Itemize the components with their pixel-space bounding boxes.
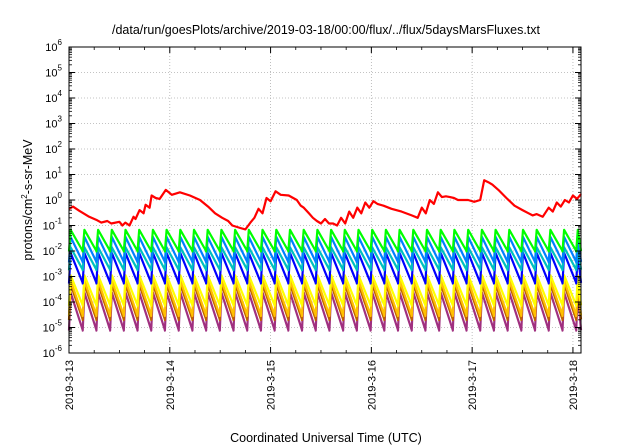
y-tick-label: 100 (45, 191, 62, 207)
y-tick-label: 102 (45, 140, 62, 156)
x-tick-label: 2019-3-18 (568, 360, 580, 410)
series-line (67, 228, 583, 253)
x-tick-label: 2019-3-16 (366, 360, 378, 410)
y-axis-label-post: -s-sr-MeV (21, 139, 35, 195)
series-layer (67, 179, 583, 332)
y-tick-label: 10-6 (43, 344, 63, 360)
x-tick-label: 2019-3-17 (467, 360, 479, 410)
y-tick-label: 101 (45, 166, 62, 182)
y-tick-label: 10-3 (43, 268, 63, 284)
x-tick-labels: 2019-3-13 2019-3-14 2019-3-15 2019-3-16 2019… (64, 360, 580, 410)
y-axis-label-sup: 2 (20, 194, 29, 199)
chart-title: /data/run/goesPlots/archive/2019-03-18/0… (112, 23, 541, 37)
x-tick-label: 2019-3-14 (165, 360, 177, 410)
axes (68, 46, 582, 354)
y-axis-label: protons/cm2-s-sr-MeV (20, 139, 35, 261)
x-tick-label: 2019-3-13 (64, 360, 76, 410)
y-tick-label: 10-5 (43, 319, 63, 335)
y-axis-label-pre: protons/cm (21, 199, 35, 261)
series-line (67, 274, 583, 307)
x-axis-label: Coordinated Universal Time (UTC) (230, 431, 422, 445)
y-tick-label: 10-4 (43, 293, 63, 309)
y-tick-label: 106 (45, 38, 62, 54)
x-tick-label: 2019-3-15 (266, 360, 278, 410)
y-tick-label: 10-1 (43, 217, 63, 233)
y-tick-label: 104 (45, 89, 62, 105)
y-tick-labels: 10-6 10-5 10-4 10-3 10-2 10-1 100 101 102 103 104 1… (43, 38, 63, 360)
series-line-red (68, 179, 582, 231)
y-tick-label: 103 (45, 115, 62, 131)
y-tick-label: 10-2 (43, 242, 63, 258)
y-tick-label: 105 (45, 64, 62, 80)
plot-frame (68, 46, 582, 354)
